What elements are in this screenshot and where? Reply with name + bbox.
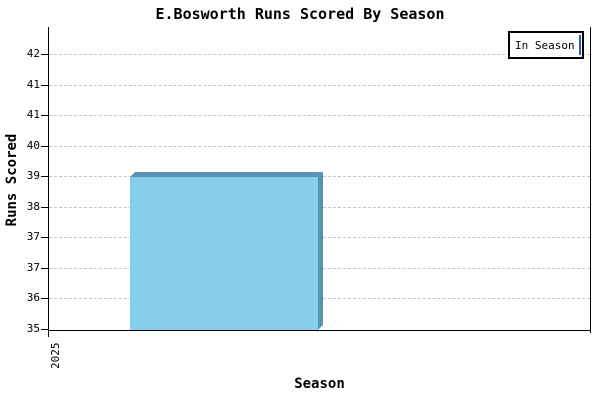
y-tick-label: 40 xyxy=(26,139,40,152)
y-tick-label: 36 xyxy=(26,291,40,304)
y-tick-label: 38 xyxy=(26,200,40,213)
legend: In Season xyxy=(508,31,584,59)
y-tick-mark xyxy=(41,268,48,269)
y-tick-mark xyxy=(41,54,48,55)
y-tick-label: 42 xyxy=(26,47,40,60)
gridline xyxy=(49,207,590,208)
gridline xyxy=(49,115,590,116)
y-tick-mark xyxy=(41,298,48,299)
y-tick-mark xyxy=(41,329,48,330)
chart-title: E.Bosworth Runs Scored By Season xyxy=(155,5,445,23)
gridline xyxy=(49,176,590,177)
bar-side-face xyxy=(318,172,323,330)
y-axis-line xyxy=(48,27,49,337)
y-tick-mark xyxy=(41,207,48,208)
y-tick-mark xyxy=(41,85,48,86)
x-axis-title: Season xyxy=(294,376,345,392)
y-tick-mark xyxy=(41,237,48,238)
y-tick-label: 37 xyxy=(26,261,40,274)
bar-front-face xyxy=(130,177,318,330)
y-tick-label: 41 xyxy=(26,108,40,121)
gridline xyxy=(49,85,590,86)
y-tick-label: 35 xyxy=(26,322,40,335)
plot-right-border xyxy=(590,27,591,333)
y-tick-mark xyxy=(41,176,48,177)
gridline xyxy=(49,237,590,238)
y-tick-mark xyxy=(41,146,48,147)
x-axis-line xyxy=(48,330,591,331)
gridline xyxy=(49,54,590,55)
gridline xyxy=(49,146,590,147)
y-tick-label: 37 xyxy=(26,230,40,243)
y-tick-mark xyxy=(41,115,48,116)
x-tick-label-2025: 2025 xyxy=(49,342,62,370)
y-tick-label: 41 xyxy=(26,78,40,91)
legend-swatch-icon xyxy=(578,35,581,55)
gridline xyxy=(49,298,590,299)
gridline xyxy=(49,268,590,269)
y-tick-label: 39 xyxy=(26,169,40,182)
legend-label: In Season xyxy=(515,38,575,52)
